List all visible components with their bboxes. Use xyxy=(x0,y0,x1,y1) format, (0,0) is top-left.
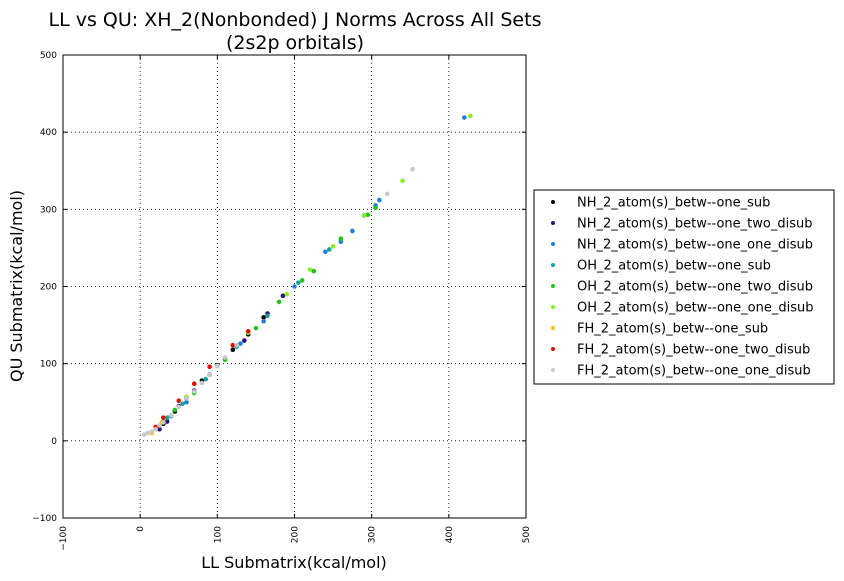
data-point xyxy=(276,299,282,305)
data-point xyxy=(292,284,297,289)
data-point xyxy=(145,430,151,436)
data-points xyxy=(141,113,473,437)
legend-label: OH_2_atom(s)_betw--one_sub xyxy=(577,259,771,274)
data-point xyxy=(238,341,243,346)
data-point xyxy=(410,166,415,172)
data-point xyxy=(261,315,266,320)
x-tick-label: 200 xyxy=(291,526,301,543)
data-point xyxy=(203,376,209,382)
legend: NH_2_atom(s)_betw--one_sub NH_2_atom(s)_b… xyxy=(533,189,835,385)
data-point xyxy=(400,178,405,184)
data-point xyxy=(164,419,170,424)
data-point xyxy=(153,426,158,432)
x-tick-label: 400 xyxy=(445,526,455,543)
legend-label: OH_2_atom(s)_betw--one_one_disub xyxy=(577,301,814,316)
data-point xyxy=(191,389,197,394)
data-point xyxy=(234,342,239,348)
y-tick-label: −100 xyxy=(32,514,57,524)
data-point xyxy=(373,205,378,211)
x-axis-label: LL Submatrix(kcal/mol) xyxy=(201,553,387,572)
x-tick-label: −100 xyxy=(59,526,69,551)
legend-box xyxy=(533,189,835,385)
legend-label: NH_2_atom(s)_betw--one_sub xyxy=(577,196,770,211)
data-point xyxy=(164,415,170,420)
data-point xyxy=(330,244,336,249)
data-point xyxy=(176,398,182,404)
legend-label: FH_2_atom(s)_betw--one_sub xyxy=(577,322,768,337)
data-point xyxy=(299,278,305,283)
y-tick-label: 200 xyxy=(40,283,57,293)
legend-marker xyxy=(551,368,555,372)
data-point xyxy=(222,355,228,360)
x-tick-label: 100 xyxy=(213,526,223,543)
data-point xyxy=(284,291,290,297)
x-tick-label: 300 xyxy=(368,526,378,543)
data-point xyxy=(338,236,344,241)
data-point xyxy=(157,426,162,432)
data-point xyxy=(361,213,367,218)
data-point xyxy=(180,401,185,407)
data-point xyxy=(350,228,355,234)
data-point xyxy=(157,423,162,428)
data-point xyxy=(280,293,286,299)
data-point xyxy=(245,328,251,334)
legend-label: NH_2_atom(s)_betw--one_two_disub xyxy=(577,217,812,232)
data-point xyxy=(253,325,259,331)
data-point xyxy=(161,415,166,420)
legend-label: FH_2_atom(s)_betw--one_one_disub xyxy=(577,364,811,379)
data-point xyxy=(230,347,236,353)
data-point xyxy=(468,113,473,119)
chart-subtitle: (2s2p orbitals) xyxy=(226,32,364,54)
data-point xyxy=(323,249,328,255)
data-point xyxy=(172,407,178,413)
x-tick-label: 0 xyxy=(136,526,146,532)
data-point xyxy=(191,381,197,387)
data-point xyxy=(461,115,467,120)
legend-marker xyxy=(551,242,555,246)
y-tick-label: 400 xyxy=(40,128,57,138)
data-point xyxy=(307,267,313,272)
data-point xyxy=(384,191,390,197)
x-tick-label: 500 xyxy=(522,526,532,543)
data-point xyxy=(230,342,236,348)
legend-marker xyxy=(551,284,555,288)
data-point xyxy=(207,372,212,377)
legend-marker xyxy=(551,305,555,309)
data-point xyxy=(176,404,182,410)
y-tick-label: 0 xyxy=(51,437,57,447)
data-point xyxy=(365,212,371,218)
data-point xyxy=(296,280,301,285)
data-point xyxy=(265,313,270,319)
y-tick-label: 500 xyxy=(40,51,57,61)
data-point xyxy=(242,338,247,343)
data-point xyxy=(184,399,189,405)
data-point xyxy=(141,432,147,437)
data-point xyxy=(168,413,174,418)
data-point xyxy=(215,363,220,369)
data-point xyxy=(184,396,189,401)
y-tick-label: 300 xyxy=(40,205,57,215)
data-point xyxy=(377,197,382,203)
legend-marker xyxy=(551,221,555,225)
data-point xyxy=(199,380,205,386)
y-tick-label: 100 xyxy=(40,360,57,370)
data-point xyxy=(149,429,155,434)
data-point xyxy=(161,420,166,425)
data-point xyxy=(207,364,212,370)
data-point xyxy=(311,268,317,274)
legend-label: FH_2_atom(s)_betw--one_two_disub xyxy=(577,343,810,358)
legend-marker xyxy=(551,326,555,330)
chart-title: LL vs QU: XH_2(Nonbonded) J Norms Across… xyxy=(49,9,542,31)
legend-label: NH_2_atom(s)_betw--one_one_disub xyxy=(577,238,813,253)
y-axis-label: QU Submatrix(kcal/mol) xyxy=(7,190,26,382)
data-point xyxy=(261,318,266,324)
axis-ticks: −100−100 0 0 100 100 200 200 300 300 400 400 500 500 xyxy=(32,51,532,551)
legend-marker xyxy=(551,347,555,351)
legend-label: OH_2_atom(s)_betw--one_two_disub xyxy=(577,280,813,295)
legend-marker xyxy=(551,263,555,267)
data-point xyxy=(326,247,332,252)
legend-marker xyxy=(551,200,555,204)
